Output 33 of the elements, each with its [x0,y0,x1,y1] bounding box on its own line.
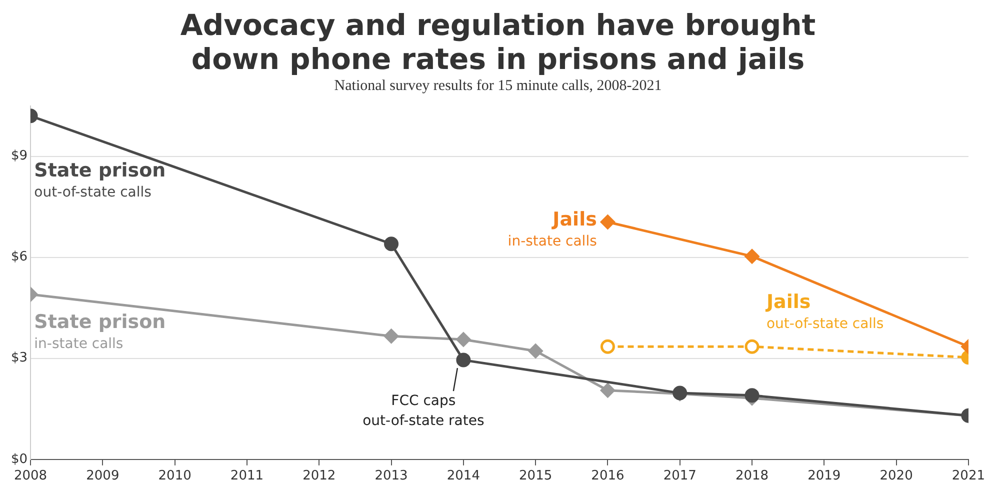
x-tick-label: 2008 [14,468,48,484]
point [456,332,471,347]
x-tick-label: 2020 [880,468,913,484]
chart-subtitle: National survey results for 15 minute calls, 2008-2021 [333,78,663,95]
chart-title: Advocacy and regulation have brought down phone rates in prisons and jails [179,8,817,76]
point [600,214,615,230]
point [600,383,615,398]
series-label: State prison in-state calls [34,311,166,352]
point [600,339,615,354]
point [384,328,399,344]
y-tick-label: $3 [10,350,28,366]
x-tick-label: 2016 [591,468,624,484]
point [528,344,543,358]
x-tick-label: 2012 [302,468,336,484]
y-tick-label: $9 [10,148,28,164]
point [384,236,399,252]
series-label: Jails out-of-state calls [764,290,884,332]
x-tick-label: 2018 [735,468,769,484]
x-tick-label: 2014 [446,468,480,484]
x-tick-label: 2011 [230,468,264,484]
x-tick-label: 2017 [663,468,696,484]
x-tick-label: 2009 [86,468,120,484]
x-tick-label: 2013 [374,468,408,484]
x-tick-label: 2015 [519,468,552,484]
y-tick-label: $0 [10,452,28,467]
series-label: Jails in-state calls [508,208,597,250]
annotation: FCC caps out-of-state rates [362,393,484,430]
point [456,352,471,368]
series-label: State prison out-of-state calls [34,160,166,201]
x-tick-label: 2021 [952,468,986,484]
y-tick-label: $6 [10,250,28,265]
x-tick-label: 2019 [808,468,841,484]
x-tick-label: 2010 [158,468,192,484]
